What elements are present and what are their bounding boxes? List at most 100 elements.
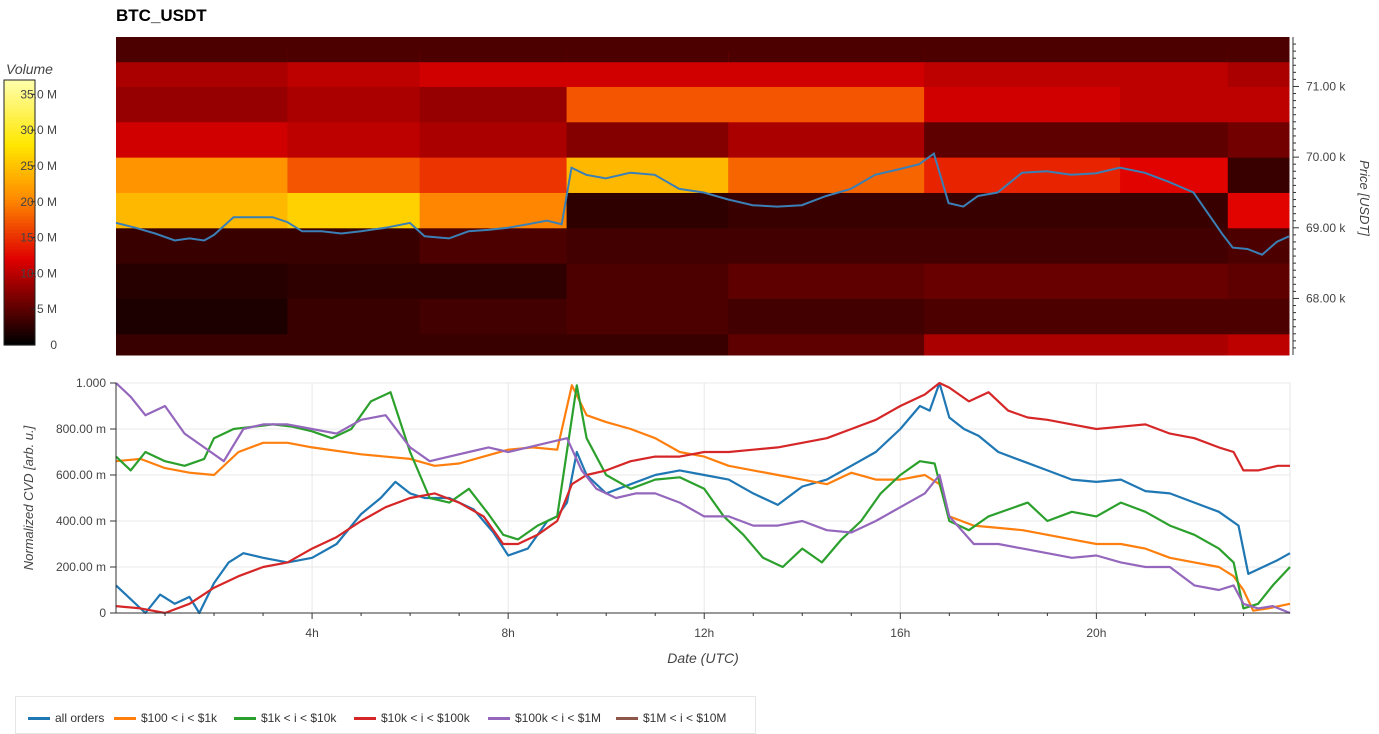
colorbar-step xyxy=(4,305,35,310)
colorbar-step xyxy=(4,212,35,217)
heatmap-cell xyxy=(566,227,729,264)
heatmap-cell xyxy=(924,121,1121,158)
legend-swatch xyxy=(354,717,376,721)
colorbar-step xyxy=(4,272,35,277)
legend-label: $10k < i < $100k xyxy=(381,711,470,725)
heatmap-cell xyxy=(924,192,1121,229)
colorbar-step xyxy=(4,268,35,273)
colorbar-step xyxy=(4,129,35,134)
colorbar-step xyxy=(4,335,35,339)
colorbar-step xyxy=(4,275,35,280)
price-axis-label: Price [USDT] xyxy=(1357,160,1372,236)
heatmap-plot[interactable]: 68.00 k 69.00 k 70.00 k 71.00 k Price [USDT] xyxy=(115,37,1372,356)
heatmap-cell xyxy=(287,263,421,299)
colorbar-label: Volume xyxy=(6,61,53,77)
price-line xyxy=(115,151,1290,256)
heatmap-cell xyxy=(287,192,421,229)
colorbar-step xyxy=(4,133,35,137)
colorbar-step xyxy=(4,113,35,118)
heatmap-cell xyxy=(116,157,288,193)
colorbar-step xyxy=(4,159,35,164)
heatmap-cell xyxy=(728,157,925,193)
heatmap-cell xyxy=(924,227,1121,264)
heatmap-cell xyxy=(1227,37,1290,63)
cvd-x-tick-label: 8h xyxy=(501,626,514,640)
colorbar-step xyxy=(4,242,35,247)
cvd-x-tick-label: 4h xyxy=(305,626,318,640)
colorbar-step xyxy=(4,282,35,286)
heatmap-cell xyxy=(1120,37,1229,63)
colorbar-step xyxy=(4,315,35,320)
legend-item[interactable]: $100k < i < $1M xyxy=(488,711,601,725)
legend-label: $1k < i < $10k xyxy=(261,711,337,725)
heatmap-cell xyxy=(1120,263,1229,299)
heatmap-cell xyxy=(924,37,1121,63)
heatmap-cell xyxy=(116,86,288,123)
heatmap-cell xyxy=(1120,227,1229,264)
cvd-series-line xyxy=(115,384,1291,610)
colorbar-step xyxy=(4,331,35,336)
legend-item[interactable]: $1M < i < $10M xyxy=(616,711,726,725)
heatmap-cell xyxy=(728,333,925,356)
heatmap-cell xyxy=(287,121,421,158)
colorbar-step xyxy=(4,189,35,194)
heatmap-cell xyxy=(419,333,568,356)
colorbar-step xyxy=(4,205,35,210)
colorbar-step xyxy=(4,123,35,127)
heatmap-cell xyxy=(566,263,729,299)
heatmap-cell xyxy=(566,37,729,63)
colorbar-step xyxy=(4,152,35,157)
colorbar-tick-label: 30.0 M xyxy=(20,123,57,137)
colorbar-tick-label: 10.0 M xyxy=(20,266,57,280)
heatmap-cell xyxy=(1227,192,1290,229)
colorbar-step xyxy=(4,252,35,257)
colorbar-step xyxy=(4,172,35,177)
heatmap-cell xyxy=(1227,298,1290,335)
colorbar-step xyxy=(4,93,35,98)
legend-item[interactable]: $1k < i < $10k xyxy=(234,711,336,725)
heatmap-cell xyxy=(419,121,568,158)
legend-item[interactable]: $100 < i < $1k xyxy=(114,711,217,725)
heatmap-cell xyxy=(728,37,925,63)
colorbar-step xyxy=(4,255,35,260)
colorbar-step xyxy=(4,262,35,267)
heatmap-cell xyxy=(116,121,288,158)
colorbar-step xyxy=(4,186,35,190)
heatmap-cell xyxy=(287,37,421,63)
heatmap-cell xyxy=(1227,121,1290,158)
heatmap-cell xyxy=(1227,227,1290,264)
heatmap-cell xyxy=(116,263,288,299)
colorbar-step xyxy=(4,139,35,144)
heatmap-cell xyxy=(1120,86,1229,123)
legend-swatch xyxy=(616,717,638,721)
cvd-y-axis-label: Normalized CVD [arb. u.] xyxy=(21,425,36,570)
legend-item[interactable]: $10k < i < $100k xyxy=(354,711,470,725)
colorbar-step xyxy=(4,169,35,174)
colorbar-step xyxy=(4,176,35,180)
cvd-series-line xyxy=(115,381,1290,615)
colorbar-step xyxy=(4,209,35,214)
colorbar-step xyxy=(4,146,35,151)
heatmap-cell xyxy=(116,227,288,264)
legend-item[interactable]: all orders xyxy=(28,711,104,725)
colorbar-step xyxy=(4,288,35,293)
colorbar-step xyxy=(4,278,35,283)
colorbar-step xyxy=(4,109,35,114)
cvd-x-axis-label: Date (UTC) xyxy=(667,650,739,666)
colorbar-step xyxy=(4,229,35,233)
colorbar-step xyxy=(4,338,35,343)
cvd-line-plot[interactable]: 0 200.00 m 400.00 m 600.00 m 800.00 m 1.000 4h… xyxy=(21,376,1291,666)
colorbar-step xyxy=(4,192,35,197)
colorbar-step xyxy=(4,99,35,104)
heatmap-cell xyxy=(1227,333,1290,356)
heatmap-cell xyxy=(1227,157,1290,193)
colorbar-step xyxy=(4,182,35,187)
colorbar-step xyxy=(4,245,35,250)
colorbar-step xyxy=(4,318,35,323)
heatmap-cell xyxy=(1120,298,1229,335)
heatmap-cell xyxy=(1120,121,1229,158)
colorbar-frame xyxy=(3,79,36,346)
colorbar-step xyxy=(4,295,35,300)
cvd-x-tick-label: 12h xyxy=(694,626,714,640)
